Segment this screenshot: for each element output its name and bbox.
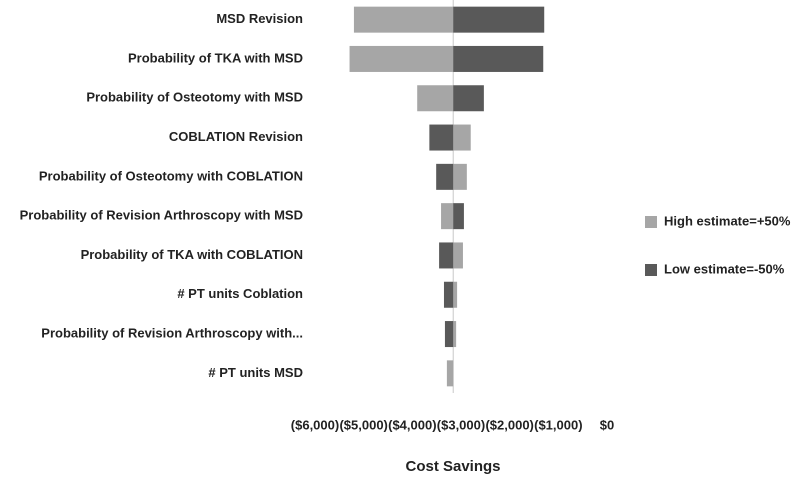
bar <box>349 45 454 72</box>
x-axis-label: Cost Savings <box>405 458 500 475</box>
category-label: Probability of TKA with MSD <box>128 50 303 65</box>
legend-label: Low estimate=-50% <box>664 261 785 276</box>
x-tick-label: ($2,000) <box>485 417 533 432</box>
bar <box>453 85 484 112</box>
bar <box>443 281 454 308</box>
x-tick-label: ($6,000) <box>291 417 339 432</box>
bar <box>453 242 463 269</box>
x-tick-label: ($5,000) <box>339 417 387 432</box>
category-label: MSD Revision <box>216 11 303 26</box>
bar <box>417 85 454 112</box>
bar <box>429 124 454 151</box>
legend-swatch <box>645 264 657 276</box>
bar <box>453 321 457 348</box>
x-tick-label: $0 <box>600 417 614 432</box>
category-label: COBLATION Revision <box>169 129 303 144</box>
bar <box>453 281 458 308</box>
bar <box>441 203 454 230</box>
bar <box>453 124 471 151</box>
x-tick-label: ($1,000) <box>534 417 582 432</box>
legend-label: High estimate=+50% <box>664 213 791 228</box>
category-label: Probability of TKA with COBLATION <box>81 247 303 262</box>
bar <box>439 242 454 269</box>
bar <box>453 45 544 72</box>
legend-swatch <box>645 216 657 228</box>
category-label: # PT units Coblation <box>177 286 303 301</box>
category-label: Probability of Revision Arthroscopy with… <box>41 325 303 340</box>
bar <box>453 6 545 33</box>
category-label: Probability of Osteotomy with COBLATION <box>39 168 303 183</box>
bar <box>446 360 454 387</box>
bar <box>453 203 464 230</box>
category-label: Probability of Revision Arthroscopy with… <box>20 208 303 223</box>
x-tick-label: ($3,000) <box>437 417 485 432</box>
bar <box>453 163 467 190</box>
bar <box>444 321 454 348</box>
bar <box>353 6 454 33</box>
category-label: Probability of Osteotomy with MSD <box>86 90 303 105</box>
category-label: # PT units MSD <box>208 365 303 380</box>
x-tick-label: ($4,000) <box>388 417 436 432</box>
bar <box>436 163 454 190</box>
